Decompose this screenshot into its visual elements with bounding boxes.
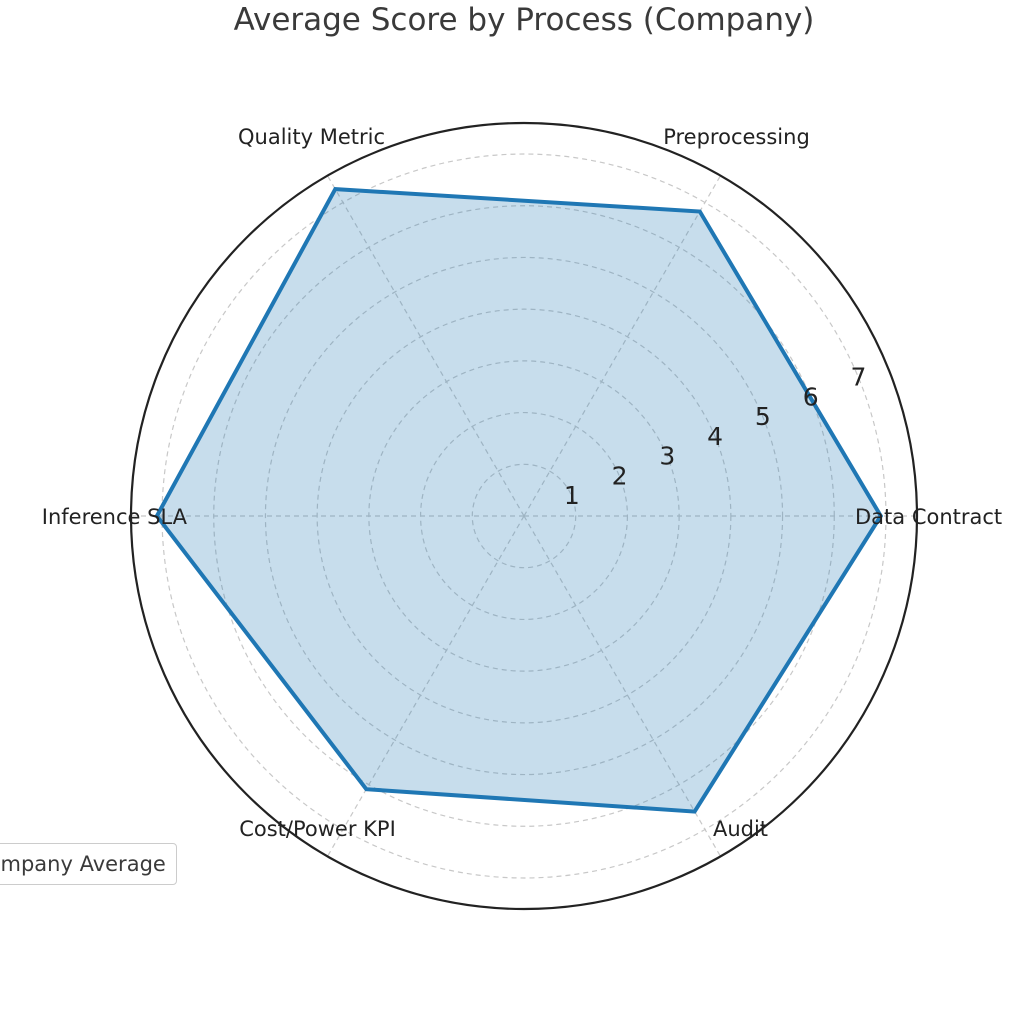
series-area (156, 189, 881, 812)
grid-circle (316, 308, 732, 724)
radial-tick-label: 2 (612, 461, 628, 490)
radar-data (154, 187, 884, 814)
legend: Company Average (0, 843, 177, 885)
category-label: Data Contract (855, 505, 1002, 529)
radar-grid (129, 121, 919, 911)
radial-tick-label: 7 (850, 362, 866, 391)
radial-tick-label: 1 (564, 481, 580, 510)
radial-tick-label: 4 (707, 422, 723, 451)
grid-spoke (326, 515, 525, 857)
grid-spoke (523, 515, 722, 857)
radial-tick-label: 5 (755, 402, 771, 431)
grid-circle (471, 463, 577, 569)
category-label: Audit (713, 817, 768, 841)
category-label: Cost/Power KPI (239, 817, 396, 841)
radar-labels: Data Contract Preprocessing Quality Metric… (42, 125, 1002, 841)
grid-spoke (523, 175, 722, 517)
grid-circle (264, 256, 784, 776)
radial-tick-label: 3 (659, 442, 675, 471)
grid-spoke (326, 175, 525, 517)
legend-label: Company Average (0, 852, 166, 876)
outer-spine (129, 121, 919, 911)
category-label: Inference SLA (42, 505, 188, 529)
chart-title: Average Score by Process (Company) (233, 2, 815, 38)
category-label: Preprocessing (663, 125, 810, 149)
category-label: Quality Metric (238, 125, 385, 149)
radial-tick-label: 6 (803, 382, 819, 411)
